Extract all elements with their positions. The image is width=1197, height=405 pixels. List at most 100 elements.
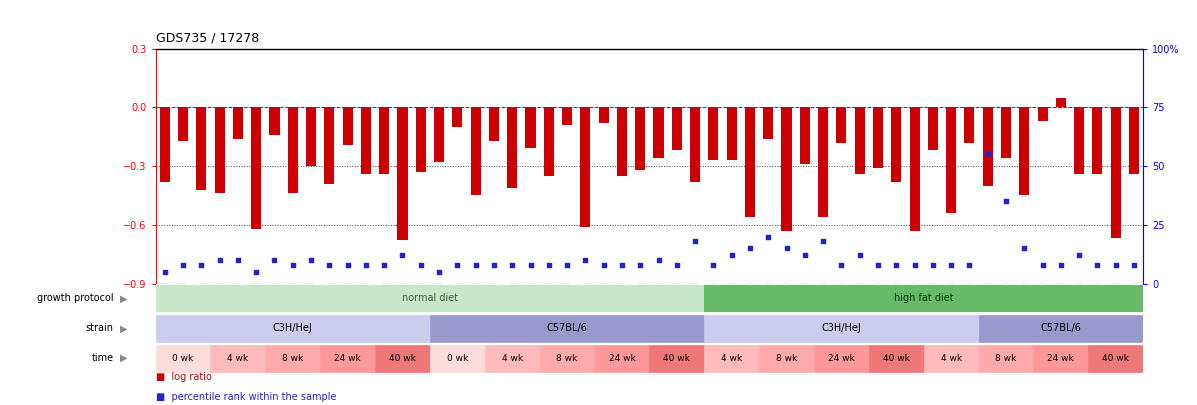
Text: 40 wk: 40 wk <box>1102 354 1129 363</box>
Point <box>229 257 248 263</box>
Bar <box>581 107 590 227</box>
Point <box>795 252 814 258</box>
Point <box>996 198 1015 205</box>
Bar <box>1001 107 1011 158</box>
Bar <box>266 345 321 372</box>
Point <box>1124 262 1143 268</box>
Bar <box>435 107 444 162</box>
Bar <box>689 107 700 182</box>
Bar <box>508 107 517 188</box>
Bar <box>598 107 609 123</box>
Bar <box>873 107 883 168</box>
Point <box>430 269 449 275</box>
Bar <box>978 345 1033 372</box>
Bar <box>709 107 718 160</box>
Text: C57BL/6: C57BL/6 <box>547 323 588 333</box>
Point <box>521 262 540 268</box>
Point <box>576 257 595 263</box>
Point <box>247 269 266 275</box>
Point <box>539 262 558 268</box>
Text: 8 wk: 8 wk <box>996 354 1016 363</box>
Point <box>485 262 504 268</box>
Text: 0 wk: 0 wk <box>172 354 194 363</box>
Point <box>412 262 431 268</box>
Text: 24 wk: 24 wk <box>1047 354 1074 363</box>
Bar <box>156 285 704 312</box>
Bar <box>800 107 810 164</box>
Text: 4 wk: 4 wk <box>502 354 523 363</box>
Point <box>814 238 833 245</box>
Point <box>393 252 412 258</box>
Bar <box>156 345 211 372</box>
Bar <box>452 107 462 127</box>
Point <box>631 262 650 268</box>
Bar <box>485 345 540 372</box>
Bar <box>470 107 481 196</box>
Text: C3H/HeJ: C3H/HeJ <box>821 323 862 333</box>
Text: GDS735 / 17278: GDS735 / 17278 <box>156 32 259 45</box>
Bar <box>287 107 298 194</box>
Bar <box>704 285 1143 312</box>
Bar <box>540 345 595 372</box>
Bar <box>1129 107 1140 174</box>
Bar <box>211 345 266 372</box>
Text: 40 wk: 40 wk <box>883 354 910 363</box>
Bar <box>759 345 814 372</box>
Bar <box>983 107 992 185</box>
Text: normal diet: normal diet <box>402 294 458 303</box>
Bar <box>869 345 924 372</box>
Bar <box>178 107 188 141</box>
Bar <box>306 107 316 166</box>
Point <box>192 262 211 268</box>
Bar <box>636 107 645 170</box>
Point <box>850 252 869 258</box>
Text: C57BL/6: C57BL/6 <box>1040 323 1081 333</box>
Text: 4 wk: 4 wk <box>721 354 742 363</box>
Bar <box>818 107 828 217</box>
Text: 8 wk: 8 wk <box>557 354 578 363</box>
Bar <box>745 107 755 217</box>
Point <box>503 262 522 268</box>
Text: 8 wk: 8 wk <box>282 354 303 363</box>
Bar <box>649 345 704 372</box>
Bar <box>704 345 759 372</box>
Point <box>667 262 686 268</box>
Bar <box>978 315 1143 342</box>
Bar <box>1111 107 1120 239</box>
Bar <box>1056 98 1065 107</box>
Point <box>1015 245 1034 252</box>
Point <box>1088 262 1107 268</box>
Bar <box>233 107 243 139</box>
Point <box>777 245 796 252</box>
Text: ■  log ratio: ■ log ratio <box>156 372 212 382</box>
Bar <box>727 107 736 160</box>
Point <box>320 262 339 268</box>
Point <box>942 262 961 268</box>
Bar <box>214 107 225 194</box>
Point <box>1070 252 1089 258</box>
Bar <box>563 107 572 125</box>
Text: 4 wk: 4 wk <box>227 354 249 363</box>
Bar <box>397 107 407 241</box>
Bar <box>1033 345 1088 372</box>
Bar <box>360 107 371 174</box>
Bar <box>379 107 389 174</box>
Bar <box>928 107 938 150</box>
Text: 24 wk: 24 wk <box>608 354 636 363</box>
Point <box>704 262 723 268</box>
Bar <box>764 107 773 139</box>
Bar <box>1093 107 1102 174</box>
Point <box>357 262 376 268</box>
Point <box>448 262 467 268</box>
Bar <box>1088 345 1143 372</box>
Bar <box>837 107 846 143</box>
Bar <box>342 107 353 145</box>
Bar <box>525 107 535 149</box>
Text: strain: strain <box>86 323 114 333</box>
Point <box>960 262 979 268</box>
Bar <box>616 107 627 176</box>
Bar <box>855 107 864 174</box>
Bar <box>320 345 375 372</box>
Point <box>741 245 760 252</box>
Point <box>1033 262 1052 268</box>
